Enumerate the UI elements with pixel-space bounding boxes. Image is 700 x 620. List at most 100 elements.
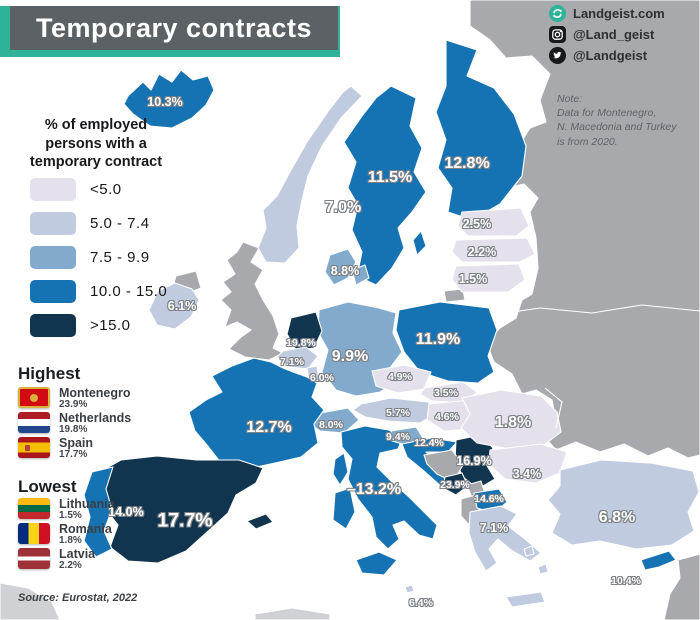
country-norway — [257, 85, 363, 264]
flag-netherlands-icon — [18, 412, 50, 433]
entry-text: Romania 1.8% — [59, 522, 112, 547]
country-montenegro — [442, 472, 469, 496]
legend-label: 7.5 - 9.9 — [90, 249, 150, 266]
country-belgium — [276, 346, 319, 370]
country-sicily — [355, 551, 398, 576]
country-bulgaria — [488, 443, 568, 484]
entry-text: Netherlands 19.8% — [59, 411, 132, 436]
legend: <5.0 5.0 - 7.4 7.5 - 9.9 10.0 - 15.0 >15.0 — [30, 178, 167, 337]
country-kaliningrad — [443, 288, 466, 303]
country-corsica — [332, 452, 349, 486]
country-gotland — [412, 230, 427, 256]
legend-row: 10.0 - 15.0 — [30, 280, 167, 303]
note-line: N. Macedonia and Turkey — [557, 121, 677, 134]
page-title: Temporary contracts — [35, 12, 313, 43]
country-uk — [220, 241, 284, 361]
country-border-line — [491, 304, 700, 316]
entry-text: Montenegro 23.9% — [59, 386, 131, 411]
entry-country: Spain — [59, 436, 94, 450]
branding-instagram-text: @Land_geist — [573, 27, 655, 42]
title-banner: Temporary contracts — [10, 6, 338, 50]
country-spain — [95, 455, 264, 564]
country-africa1 — [0, 582, 61, 620]
branding-website-link[interactable]: Landgeist.com — [549, 5, 665, 22]
legend-title: % of employed persons with a temporary c… — [10, 116, 182, 172]
flag-romania-icon — [18, 523, 50, 544]
country-africa2 — [254, 607, 331, 620]
entry-text: Spain 17.7% — [59, 436, 94, 461]
note-line: Note: — [557, 93, 583, 105]
legend-row: >15.0 — [30, 314, 167, 337]
country-luxembourg — [306, 365, 320, 382]
country-crete — [505, 591, 546, 608]
legend-title-line: temporary contract — [29, 154, 163, 171]
twitter-icon — [549, 47, 566, 64]
entry-value: 1.5% — [59, 510, 82, 522]
country-italy — [340, 425, 438, 550]
country-sweden — [343, 85, 427, 286]
source-text: Source: Eurostat, 2022 — [18, 592, 138, 604]
legend-title-line: persons with a — [45, 135, 147, 152]
country-austria — [352, 397, 440, 424]
highest-heading: Highest — [18, 364, 81, 383]
highest-entries: Montenegro 23.9% Netherlands 19.8% Spain 17.7… — [18, 386, 132, 461]
country-romania — [460, 389, 562, 450]
country-malta — [404, 584, 415, 594]
entry-value: 1.8% — [59, 535, 82, 547]
country-mideast — [663, 553, 700, 620]
legend-label: 10.0 - 15.0 — [90, 283, 168, 300]
country-east — [469, 0, 700, 459]
legend-label: >15.0 — [90, 317, 131, 334]
country-ireland — [148, 282, 200, 330]
branding: Landgeist.com @Land_geist @Landgeist — [549, 5, 665, 64]
legend-row: 7.5 - 9.9 — [30, 246, 167, 269]
country-finland — [435, 39, 527, 221]
landgeist-logo-icon — [549, 5, 566, 22]
country-lithuania — [451, 263, 526, 293]
entry-text: Latvia 2.2% — [59, 547, 96, 572]
entry-value: 23.9% — [59, 399, 88, 411]
lowest-entry: Latvia 2.2% — [18, 547, 115, 572]
note: Note: Data for Montenegro, N. Macedonia … — [557, 92, 687, 149]
lowest-entry: Romania 1.8% — [18, 522, 115, 547]
highest-entry: Netherlands 19.8% — [18, 411, 132, 436]
legend-swatch — [30, 178, 76, 201]
legend-swatch — [30, 212, 76, 235]
entry-country: Latvia — [59, 547, 96, 561]
legend-row: <5.0 — [30, 178, 167, 201]
legend-label: 5.0 - 7.4 — [90, 215, 150, 232]
country-france — [188, 357, 325, 470]
country-sardinia — [332, 487, 356, 530]
flag-lithuania-icon — [18, 498, 50, 519]
entry-text: Lithuania 1.5% — [59, 497, 115, 522]
legend-swatch — [30, 280, 76, 303]
lowest-entries: Lithuania 1.5% Romania 1.8% Latvia 2.2% — [18, 497, 115, 572]
entry-value: 2.2% — [59, 560, 82, 572]
branding-twitter-link[interactable]: @Landgeist — [549, 47, 665, 64]
country-netherlands — [286, 311, 323, 351]
country-poland — [395, 301, 498, 384]
country-aegean1 — [523, 545, 535, 557]
lowest-heading: Lowest — [18, 477, 77, 496]
country-aegean2 — [537, 563, 549, 575]
branding-instagram-link[interactable]: @Land_geist — [549, 26, 665, 43]
flag-montenegro-icon — [18, 387, 50, 408]
country-iceland — [123, 69, 215, 129]
branding-twitter-text: @Landgeist — [573, 48, 648, 63]
note-line: Data for Montenegro, — [557, 107, 657, 120]
entry-value: 17.7% — [59, 449, 88, 461]
country-denmark — [324, 248, 357, 286]
entry-country: Romania — [59, 522, 112, 536]
country-estonia — [457, 207, 530, 237]
legend-swatch — [30, 314, 76, 337]
flag-spain-icon — [18, 437, 50, 458]
country-balearics — [246, 513, 274, 530]
lowest-entry: Lithuania 1.5% — [18, 497, 115, 522]
country-border-line — [544, 387, 563, 429]
country-greece — [468, 505, 542, 572]
highest-entry: Montenegro 23.9% — [18, 386, 131, 411]
entry-value: 19.8% — [59, 424, 88, 436]
note-line: is from 2020. — [557, 135, 618, 148]
entry-country: Netherlands — [59, 411, 132, 425]
